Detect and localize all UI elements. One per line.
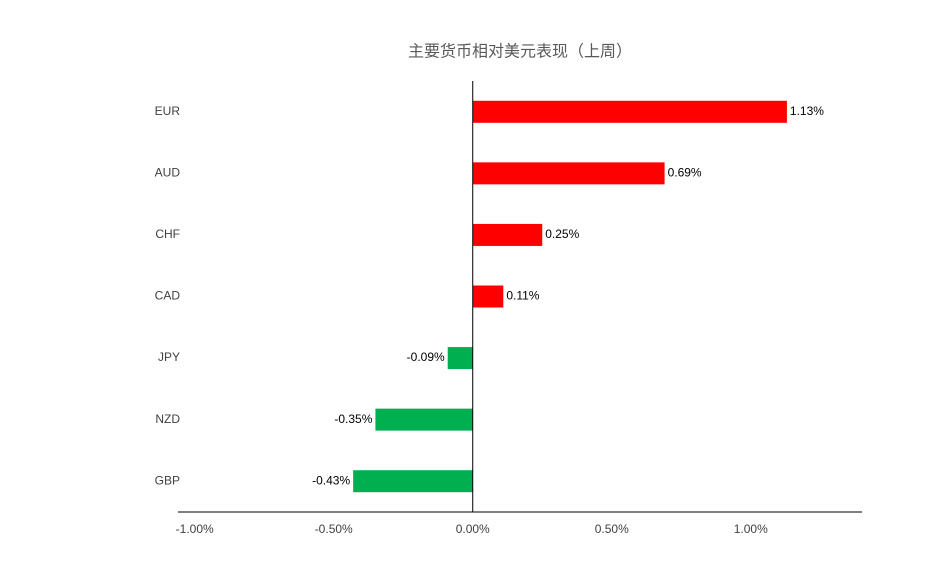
data-label: 0.25% — [545, 227, 579, 241]
y-tick-label: GBP — [155, 473, 180, 487]
chart-title: 主要货币相对美元表现（上周） — [408, 42, 632, 61]
bar — [375, 408, 473, 431]
bar — [472, 285, 504, 308]
data-label: -0.09% — [407, 350, 445, 364]
data-label: 0.69% — [668, 166, 702, 180]
y-tick-label: AUD — [155, 166, 181, 180]
bar — [353, 470, 473, 493]
data-label: 1.13% — [790, 104, 824, 118]
y-tick-label: EUR — [155, 104, 181, 118]
x-tick-label: 0.00% — [456, 522, 490, 536]
x-tick-label: 0.50% — [595, 522, 629, 536]
x-tick-label: -0.50% — [315, 522, 353, 536]
y-tick-label: JPY — [158, 350, 180, 364]
x-tick-label: -1.00% — [176, 522, 214, 536]
bar — [472, 223, 543, 246]
bar — [472, 100, 787, 123]
x-tick-label: 1.00% — [734, 522, 768, 536]
y-tick-label: NZD — [155, 412, 180, 426]
y-tick-label: CAD — [155, 289, 181, 303]
bar — [447, 347, 473, 370]
data-label: 0.11% — [506, 289, 539, 303]
data-label: -0.43% — [312, 473, 350, 487]
data-label: -0.35% — [334, 412, 372, 426]
bar — [472, 162, 665, 185]
y-tick-label: CHF — [155, 227, 180, 241]
